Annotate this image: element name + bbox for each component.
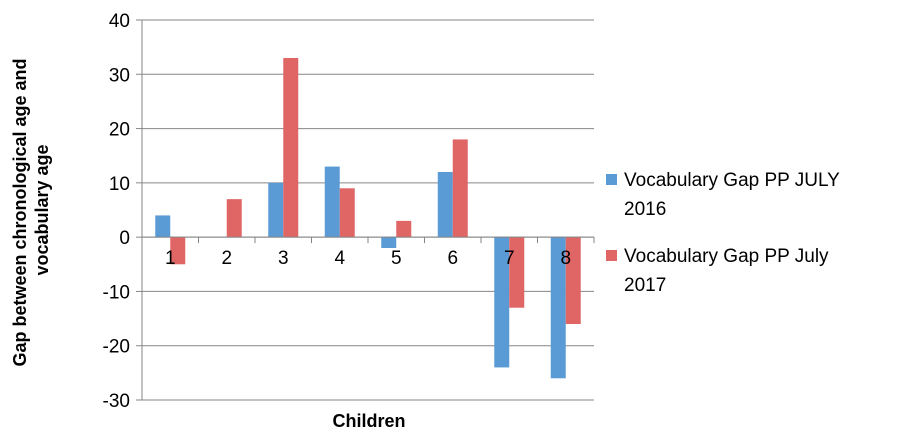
bar-series2-child-6 bbox=[452, 139, 468, 238]
x-tick-label-1: 1 bbox=[165, 248, 176, 269]
y-tick-label-20: 20 bbox=[109, 120, 130, 141]
axes bbox=[136, 19, 595, 401]
y-tick-label--30: -30 bbox=[103, 391, 130, 412]
bar-series2-child-8 bbox=[565, 237, 581, 324]
bar-series2-child-2 bbox=[226, 199, 242, 238]
legend-label-2017: Vocabulary Gap PP July 2017 bbox=[624, 246, 834, 296]
legend-label-2016-line-1: Vocabulary Gap PP JULY bbox=[624, 170, 840, 191]
y-axis-title: Gap between chronological age and vocabu… bbox=[10, 53, 52, 366]
x-tick-label-8: 8 bbox=[560, 248, 571, 269]
gridlines bbox=[142, 19, 594, 401]
bar-series2-child-7 bbox=[509, 237, 525, 308]
y-tick-label-10: 10 bbox=[109, 174, 130, 195]
x-tick-label-5: 5 bbox=[391, 248, 402, 269]
y-tick-label-0: 0 bbox=[119, 228, 130, 249]
legend-swatch-2017 bbox=[606, 250, 617, 261]
y-tick-label--10: -10 bbox=[103, 282, 130, 303]
bar-series1-child-8 bbox=[550, 237, 566, 379]
bar-series1-child-7 bbox=[494, 237, 510, 368]
legend-swatch-2016 bbox=[606, 174, 617, 185]
bar-series1-child-5 bbox=[381, 237, 397, 248]
x-tick-label-6: 6 bbox=[447, 248, 458, 269]
legend-label-2016-line-2: 2016 bbox=[624, 199, 666, 220]
y-tick-label-30: 30 bbox=[109, 65, 130, 86]
y-tick-label-40: 40 bbox=[109, 11, 130, 32]
x-tick-label-7: 7 bbox=[504, 248, 515, 269]
bar-series1-child-6 bbox=[437, 172, 453, 238]
bar-series2-child-5 bbox=[396, 220, 412, 238]
y-tick-label--20: -20 bbox=[103, 337, 130, 358]
x-axis-title: Children bbox=[332, 411, 405, 431]
bar-series1-child-4 bbox=[324, 166, 340, 238]
tick-labels: -30 -20 -10 0 10 20 30 40 1 2 3 4 5 6 7 8 bbox=[103, 11, 572, 412]
legend-label-2017-line-1: Vocabulary Gap PP July bbox=[624, 246, 829, 267]
y-axis-title-line-2: vocabulary age bbox=[32, 144, 52, 275]
bar-series1-child-1 bbox=[155, 215, 171, 238]
x-tick-label-2: 2 bbox=[221, 248, 232, 269]
x-tick-label-4: 4 bbox=[334, 248, 345, 269]
x-tick-label-3: 3 bbox=[278, 248, 289, 269]
legend-label-2016: Vocabulary Gap PP JULY 2016 bbox=[624, 170, 845, 220]
bar-series2-child-3 bbox=[283, 58, 299, 238]
bar-series2-child-1 bbox=[170, 237, 186, 265]
legend-label-2017-line-2: 2017 bbox=[624, 275, 666, 296]
legend: Vocabulary Gap PP JULY 2016 Vocabulary G… bbox=[606, 170, 845, 296]
bar-series1-child-3 bbox=[268, 182, 284, 238]
bar-series2-child-4 bbox=[339, 188, 355, 238]
y-axis-title-line-1: Gap between chronological age and bbox=[10, 58, 30, 366]
bars bbox=[155, 58, 581, 379]
